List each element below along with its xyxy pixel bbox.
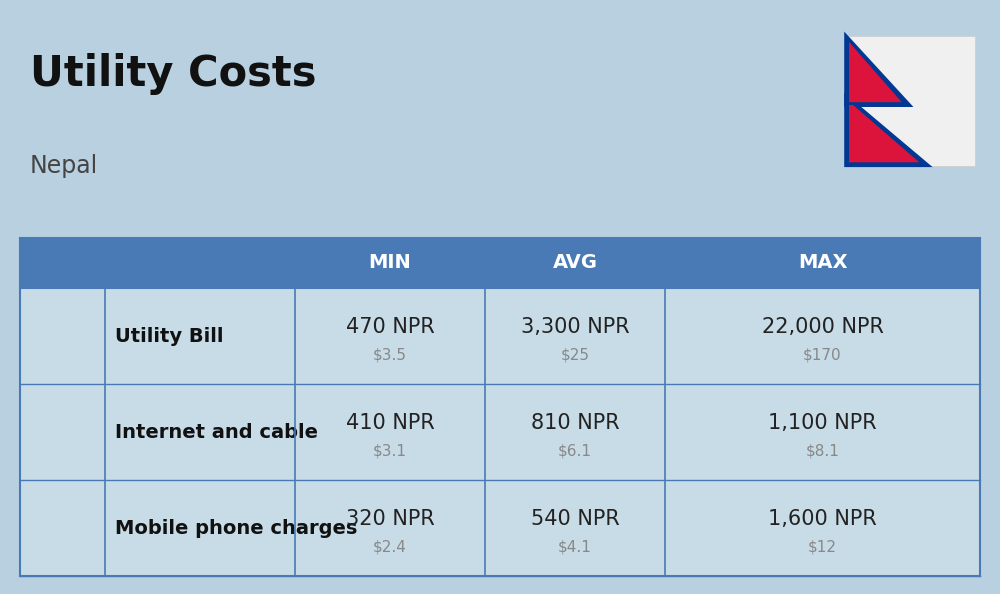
Text: MAX: MAX — [798, 254, 847, 272]
Text: $6.1: $6.1 — [558, 444, 592, 459]
Text: Utility Bill: Utility Bill — [115, 327, 224, 346]
Text: 1,600 NPR: 1,600 NPR — [768, 508, 877, 529]
Text: 3,300 NPR: 3,300 NPR — [521, 317, 629, 337]
Text: Utility Costs: Utility Costs — [30, 53, 316, 96]
Text: $3.5: $3.5 — [373, 348, 407, 363]
Text: $25: $25 — [560, 348, 590, 363]
FancyBboxPatch shape — [20, 288, 980, 384]
FancyBboxPatch shape — [20, 238, 980, 288]
Text: 1,100 NPR: 1,100 NPR — [768, 412, 877, 432]
Text: $3.1: $3.1 — [373, 444, 407, 459]
Polygon shape — [848, 99, 923, 164]
Text: 540 NPR: 540 NPR — [531, 508, 619, 529]
Text: 410 NPR: 410 NPR — [346, 412, 434, 432]
Text: $170: $170 — [803, 348, 842, 363]
Text: Nepal: Nepal — [30, 154, 98, 178]
Text: $4.1: $4.1 — [558, 540, 592, 555]
Text: AVG: AVG — [552, 254, 598, 272]
Text: 470 NPR: 470 NPR — [346, 317, 434, 337]
Text: $12: $12 — [808, 540, 837, 555]
Text: MIN: MIN — [369, 254, 411, 272]
Text: 320 NPR: 320 NPR — [346, 508, 434, 529]
Text: $8.1: $8.1 — [806, 444, 839, 459]
Text: 22,000 NPR: 22,000 NPR — [762, 317, 883, 337]
FancyBboxPatch shape — [20, 480, 980, 576]
Text: Mobile phone charges: Mobile phone charges — [115, 519, 357, 538]
FancyBboxPatch shape — [845, 36, 975, 166]
Text: $2.4: $2.4 — [373, 540, 407, 555]
Text: Internet and cable: Internet and cable — [115, 423, 318, 441]
Text: 810 NPR: 810 NPR — [531, 412, 619, 432]
FancyBboxPatch shape — [20, 384, 980, 480]
Polygon shape — [848, 38, 905, 103]
